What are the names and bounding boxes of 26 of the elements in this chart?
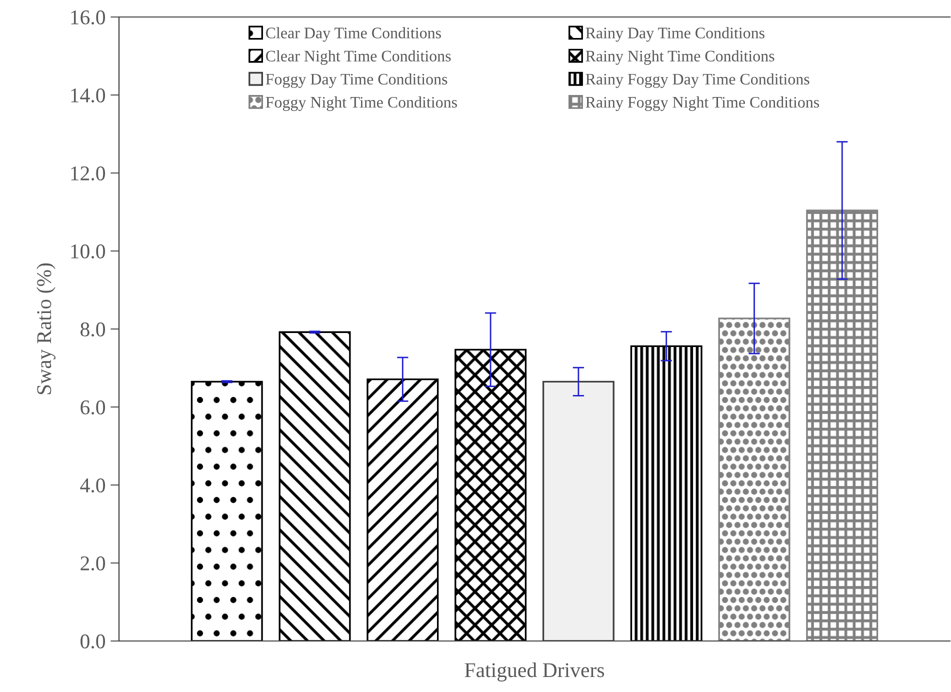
legend-label: Rainy Foggy Day Time Conditions <box>586 73 810 88</box>
y-axis-title: Sway Ratio (%) <box>36 263 56 394</box>
x-axis-title: Fatigued Drivers <box>464 662 604 682</box>
legend-label: Rainy Night Time Conditions <box>586 50 774 65</box>
y-tick-label: 4.0 <box>80 478 106 493</box>
legend-label: Rainy Day Time Conditions <box>586 27 764 42</box>
bar <box>806 210 878 641</box>
legend-label: Rainy Foggy Night Time Conditions <box>586 96 820 111</box>
y-tick-label: 2.0 <box>80 556 106 571</box>
y-tick-label: 14.0 <box>71 88 106 103</box>
legend-label: Foggy Night Time Conditions <box>266 96 457 111</box>
y-tick-label: 0.0 <box>80 634 106 649</box>
y-tick-label: 12.0 <box>71 166 106 181</box>
bar <box>190 380 263 641</box>
bar <box>630 345 702 641</box>
bar <box>278 331 351 641</box>
legend-label: Clear Day Time Conditions <box>266 27 441 42</box>
bar <box>454 348 527 641</box>
y-tick-label: 16.0 <box>71 10 106 25</box>
legend-label: Clear Night Time Conditions <box>266 50 451 65</box>
y-tick-label: 6.0 <box>80 400 106 415</box>
y-tick-label: 8.0 <box>80 322 106 337</box>
bar <box>366 378 439 641</box>
bar <box>718 318 790 641</box>
legend-label: Foggy Day Time Conditions <box>266 73 448 88</box>
y-tick-label: 10.0 <box>71 244 106 259</box>
